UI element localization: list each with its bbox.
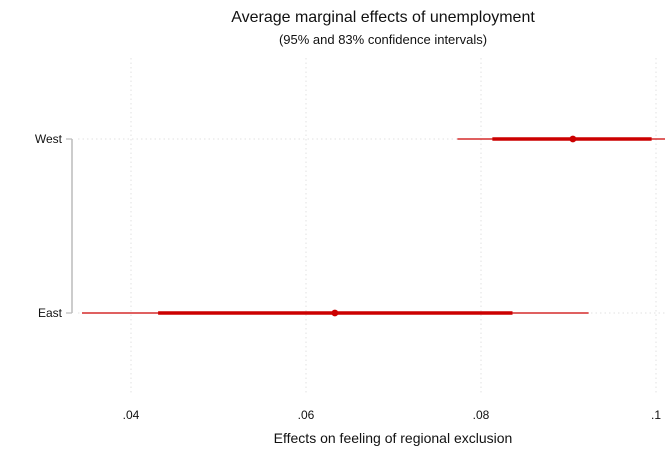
point-estimate-east	[331, 309, 339, 317]
x-tick-label: .06	[298, 408, 315, 422]
x-tick-label: .08	[473, 408, 490, 422]
x-tick-label: .1	[651, 408, 661, 422]
y-tick-label-west: West	[35, 132, 63, 146]
x-axis-label: Effects on feeling of regional exclusion	[274, 430, 513, 446]
point-estimate-west	[569, 135, 577, 143]
y-tick-label-east: East	[38, 306, 63, 320]
x-tick-label: .04	[123, 408, 140, 422]
axis-layer: .04 .06 .08 .1 West East	[35, 132, 661, 422]
chart-title: Average marginal effects of unemployment	[231, 9, 535, 26]
grid-layer	[78, 58, 665, 395]
chart-subtitle: (95% and 83% confidence intervals)	[279, 32, 487, 47]
marks-layer	[82, 135, 665, 317]
